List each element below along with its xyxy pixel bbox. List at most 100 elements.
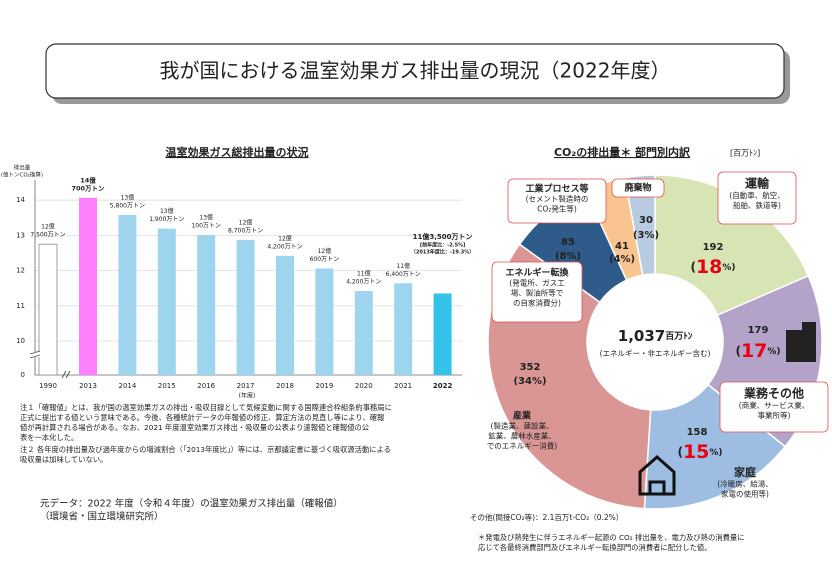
bar	[433, 293, 452, 375]
share-part: %)	[709, 448, 722, 458]
bar	[354, 291, 373, 375]
share-part: 18	[696, 256, 722, 278]
segment-description: の自家消費分)	[513, 297, 561, 307]
donut-segment	[654, 174, 810, 317]
segment-description: 家電の使用等)	[721, 489, 769, 499]
bar	[79, 197, 97, 375]
segment-share: (17%)	[735, 340, 780, 362]
segment-value: 352	[520, 362, 541, 373]
value-label: 11億	[396, 262, 410, 270]
value-label: 8,700万トン	[228, 227, 263, 234]
segment-description: (自動車、航空、	[729, 190, 784, 200]
segment-share: (15%)	[677, 441, 722, 463]
y-axis-break-lines	[29, 350, 41, 359]
note-line: 注１「確報値」とは、我が国の温室効果ガスの排出・吸収目録として気候変動に関する国…	[20, 403, 392, 412]
segment-name: 家庭	[734, 465, 756, 479]
value-label: 12億	[278, 234, 292, 242]
callout-box	[611, 178, 665, 198]
segment-share: (3%)	[633, 230, 659, 241]
segment-name: エネルギー転換	[505, 267, 569, 279]
share-part: (	[690, 260, 695, 274]
segment-value: 30	[639, 215, 653, 226]
share-part: 15	[683, 441, 709, 463]
callout-box	[717, 171, 797, 225]
value-label: 7,500万トン	[30, 232, 65, 239]
value-label: 11億3,500万トン	[413, 232, 473, 241]
x-tick-label: 2018	[276, 382, 294, 390]
callout-box	[719, 381, 829, 433]
value-label: 700万トン	[71, 185, 105, 193]
bar	[197, 235, 216, 375]
y-axis-label: (億トンCO₂換算)	[1, 171, 43, 179]
segment-value: 158	[687, 427, 708, 438]
source-line: （環境省・国立環境研究所）	[40, 511, 164, 523]
callout-box	[491, 261, 583, 323]
donut-segment	[643, 383, 787, 510]
x-tick-label: 2013	[79, 382, 97, 390]
bar	[118, 214, 137, 375]
segment-description: (冷暖房、給湯、	[717, 479, 772, 489]
value-label: 12億	[41, 223, 55, 231]
house-icon	[638, 454, 676, 496]
value-label: 4,200万トン	[346, 279, 381, 286]
content: 01011121314排出量(億トンCO₂換算)(年度)199012億7,500…	[1, 164, 829, 552]
segment-description: 事業所等)	[758, 410, 791, 420]
value-label: 100万トン	[191, 223, 220, 230]
title-box	[45, 43, 785, 99]
segment-description: CO₂発生等)	[537, 203, 577, 213]
segment-value: 192	[703, 242, 724, 253]
share-part: (	[677, 445, 682, 459]
page-title: 我が国における温室効果ガス排出量の現況（2022年度）	[160, 59, 671, 83]
bar	[276, 255, 294, 375]
value-label: 6,400万トン	[386, 271, 421, 278]
value-label: 600万トン	[310, 256, 339, 263]
segment-share: (34%)	[513, 376, 546, 387]
value-label: 13億	[160, 207, 174, 215]
segment-name: 業務その他	[743, 386, 804, 401]
share-part: (	[735, 344, 740, 358]
bar	[38, 243, 58, 376]
x-tick-label: 2019	[315, 382, 333, 390]
value-label: 13億	[199, 214, 213, 222]
y-tick-label: 13	[16, 231, 25, 239]
y-axis-break	[30, 352, 40, 357]
segment-description: (製造業、建設業、	[491, 420, 554, 430]
share-part: %)	[722, 263, 735, 273]
bar	[236, 239, 255, 375]
segment-value: 179	[748, 325, 769, 336]
segment-share: (4%)	[609, 254, 635, 265]
x-axis-label: (年度)	[239, 392, 256, 400]
x-tick-label: 1990	[39, 382, 57, 390]
y-axis-label: 排出量	[14, 164, 31, 172]
segment-description: (商業、サービス業、	[739, 400, 809, 410]
segment-description: 鉱業、農林水産業、	[488, 430, 556, 440]
segment-share: (8%)	[555, 251, 581, 262]
center-sub: (エネルギー・非エネルギー含む)	[600, 348, 711, 358]
x-tick-label: 2015	[158, 382, 176, 390]
segment-value: 85	[561, 237, 575, 248]
pie-title: CO₂の排出量＊ 部門別内訳	[554, 145, 691, 159]
segment-name: 工業プロセス等	[525, 183, 588, 195]
x-tick-label: 2014	[118, 382, 136, 390]
y-tick-label: 11	[16, 302, 25, 310]
total-part: 1,037	[618, 327, 665, 345]
footnote-line: 応じて各最終消費部門及びエネルギー転換部門の消費者に配分した値。	[478, 543, 712, 552]
x-tick-label: 2021	[394, 382, 412, 390]
segment-description: でのエネルギー消費)	[487, 440, 557, 450]
bar	[394, 283, 413, 375]
note-line: 吸収量は加味していない。	[20, 455, 107, 464]
segment-description: (発電所、ガス工	[509, 277, 565, 287]
pie-unit: [百万ﾄﾝ]	[730, 149, 760, 158]
building-icon	[786, 322, 816, 362]
x-tick-label: 2020	[355, 382, 373, 390]
center-total: 1,037百万ﾄﾝ	[618, 327, 693, 345]
callout-box	[507, 178, 607, 224]
value-label: 12億	[318, 247, 332, 255]
value-label: 13億	[121, 193, 135, 201]
segment-share: (18%)	[690, 256, 735, 278]
value-label: 5,800万トン	[110, 202, 145, 209]
note-line: 注２ 各年度の排出量及び過年度からの増減割合（「2013年度比」）等には、京都議…	[20, 445, 391, 454]
bar-title: 温室効果ガス総排出量の状況	[166, 145, 309, 159]
value-label: 14億	[80, 176, 96, 185]
